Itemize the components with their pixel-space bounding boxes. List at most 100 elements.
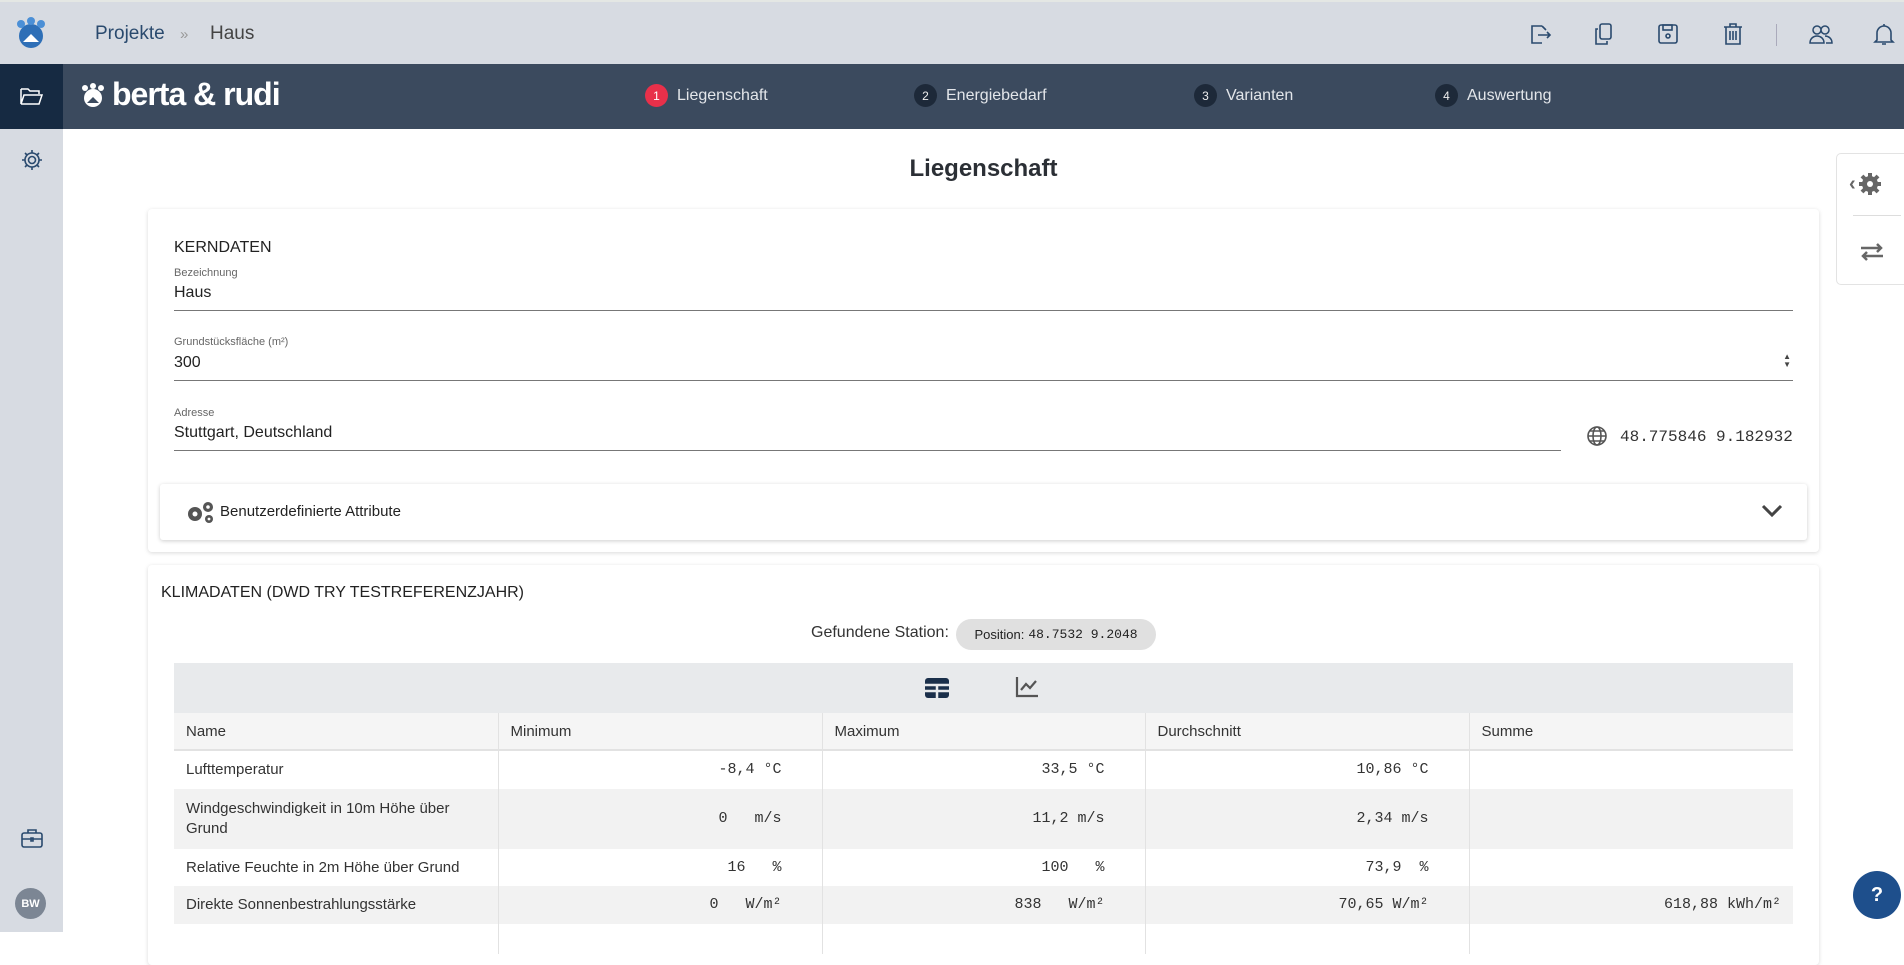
cell-avg: 73,9 % — [1145, 849, 1470, 886]
step-label: Auswertung — [1467, 86, 1552, 104]
cell-max — [822, 924, 1146, 954]
gears-icon — [188, 502, 213, 523]
top-bar: Projekte » Haus — [0, 0, 1904, 64]
breadcrumb-projekte[interactable]: Projekte — [95, 23, 165, 44]
cell-min: 16 % — [498, 849, 823, 886]
grundstuecksflaeche-value: 300 — [174, 354, 201, 371]
grundstuecksflaeche-input[interactable]: Grundstücksfläche (m²) 300 ▲ ▼ — [174, 335, 1793, 381]
kerndaten-title: KERNDATEN — [174, 239, 272, 256]
table-header-row: Name Minimum Maximum Durchschnitt Summe — [174, 713, 1793, 751]
gear-icon[interactable] — [19, 147, 45, 173]
app-logo-icon[interactable] — [14, 16, 48, 50]
custom-attributes-label: Benutzerdefinierte Attribute — [220, 503, 401, 520]
step-navigation: berta & rudi 1 Liegenschaft 2 Energiebedar… — [0, 64, 1904, 129]
page-title: Liegenschaft — [909, 155, 1058, 182]
sidebar — [0, 129, 63, 932]
help-button[interactable]: ? — [1853, 871, 1901, 919]
cell-min — [498, 924, 823, 954]
chevron-down-icon[interactable] — [1761, 504, 1783, 518]
breadcrumb-separator: » — [180, 26, 189, 43]
column-header[interactable]: Minimum — [498, 713, 823, 751]
toolbar-divider — [1776, 24, 1777, 46]
cell-avg: 10,86 °C — [1145, 750, 1470, 789]
brand-name: berta & rudi — [112, 76, 281, 112]
position-label: Position: — [974, 627, 1025, 642]
table-row: Direkte Sonnenbestrahlungsstärke 0 W/m² 83… — [174, 886, 1793, 924]
column-header[interactable]: Summe — [1469, 713, 1793, 751]
cell-avg: 70,65 W/m² — [1145, 886, 1470, 924]
step-number: 3 — [1194, 84, 1217, 107]
cell-max: 11,2 m/s — [822, 789, 1146, 849]
export-icon[interactable] — [1527, 21, 1553, 47]
column-header[interactable]: Durchschnitt — [1145, 713, 1470, 751]
bell-icon[interactable] — [1871, 21, 1897, 47]
step-number: 1 — [645, 84, 668, 107]
cell-max: 33,5 °C — [822, 750, 1146, 789]
cell-name: Windgeschwindigkeit in 10m Höhe über Gru… — [174, 789, 499, 849]
klimadaten-table: Name Minimum Maximum Durchschnitt Summe … — [174, 713, 1793, 954]
step-label: Varianten — [1226, 86, 1294, 104]
number-spinner-icon[interactable]: ▲ ▼ — [1783, 352, 1791, 369]
adresse-label: Adresse — [174, 407, 215, 419]
cell-name — [174, 924, 499, 954]
briefcase-icon[interactable] — [19, 825, 45, 851]
step-number: 4 — [1435, 84, 1458, 107]
adresse-field[interactable]: Adresse Stuttgart, Deutschland — [174, 406, 1561, 451]
paw-logo-icon — [82, 82, 104, 107]
panel-divider — [1853, 215, 1901, 216]
step-label: Liegenschaft — [677, 86, 768, 104]
breadcrumb-current: Haus — [210, 23, 255, 44]
cell-max: 838 W/m² — [822, 886, 1146, 924]
user-avatar[interactable]: BW — [15, 888, 46, 919]
chevron-left-icon: ‹ — [1849, 172, 1856, 195]
column-header[interactable]: Name — [174, 713, 499, 751]
bezeichnung-label: Bezeichnung — [174, 267, 238, 279]
cell-sum — [1469, 789, 1793, 849]
folder-open-icon — [20, 88, 43, 105]
sidebar-item-projects[interactable] — [0, 64, 63, 129]
save-icon[interactable] — [1655, 21, 1681, 47]
cell-name: Relative Feuchte in 2m Höhe über Grund — [174, 849, 499, 886]
cell-max: 100 % — [822, 849, 1146, 886]
users-icon[interactable] — [1808, 21, 1834, 47]
bezeichnung-field[interactable]: Bezeichnung Haus — [174, 266, 1793, 311]
brand-logo: berta & rudi — [80, 76, 281, 113]
step-number: 2 — [914, 84, 937, 107]
cell-name: Direkte Sonnenbestrahlungsstärke — [174, 886, 499, 924]
trash-icon[interactable] — [1720, 21, 1746, 47]
step-label: Energiebedarf — [946, 86, 1047, 104]
station-position-chip: Position: 48.7532 9.2048 — [956, 619, 1156, 650]
step-energiebedarf[interactable]: 2 Energiebedarf — [914, 84, 1047, 107]
station-label: Gefundene Station: — [811, 624, 949, 641]
bezeichnung-value: Haus — [174, 284, 212, 301]
cell-sum: 618,88 kWh/m² — [1469, 886, 1793, 924]
cell-min: 0 m/s — [498, 789, 823, 849]
chart-view-icon[interactable] — [1015, 676, 1039, 698]
copy-icon[interactable] — [1591, 21, 1617, 47]
toggle-settings-button[interactable]: ‹ — [1849, 172, 1882, 196]
settings-side-panel: ‹ — [1836, 153, 1904, 285]
cell-sum — [1469, 924, 1793, 954]
gear-icon — [1858, 173, 1881, 195]
column-header[interactable]: Maximum — [822, 713, 1146, 751]
table-row: Relative Feuchte in 2m Höhe über Grund 16… — [174, 849, 1793, 886]
globe-icon[interactable] — [1586, 425, 1608, 447]
grundstuecksflaeche-label: Grundstücksfläche (m²) — [174, 336, 289, 348]
cell-min: 0 W/m² — [498, 886, 823, 924]
table-row: Windgeschwindigkeit in 10m Höhe über Gru… — [174, 789, 1793, 849]
step-varianten[interactable]: 3 Varianten — [1194, 84, 1293, 107]
cell-sum — [1469, 849, 1793, 886]
swap-arrows-icon[interactable] — [1859, 242, 1885, 262]
cell-min: -8,4 °C — [498, 750, 823, 789]
position-value: 48.7532 9.2048 — [1028, 627, 1138, 642]
cell-avg — [1145, 924, 1470, 954]
step-auswertung[interactable]: 4 Auswertung — [1435, 84, 1552, 107]
table-row — [174, 924, 1793, 954]
klimadaten-title: KLIMADATEN (DWD TRY TESTREFERENZJAHR) — [161, 584, 524, 601]
coordinates-readout: 48.775846 9.182932 — [1620, 428, 1793, 446]
step-liegenschaft[interactable]: 1 Liegenschaft — [645, 84, 768, 107]
custom-attributes-panel[interactable]: Benutzerdefinierte Attribute — [160, 484, 1807, 540]
adresse-value: Stuttgart, Deutschland — [174, 424, 333, 441]
cell-name: Lufttemperatur — [174, 750, 499, 789]
table-view-icon[interactable] — [924, 677, 950, 699]
